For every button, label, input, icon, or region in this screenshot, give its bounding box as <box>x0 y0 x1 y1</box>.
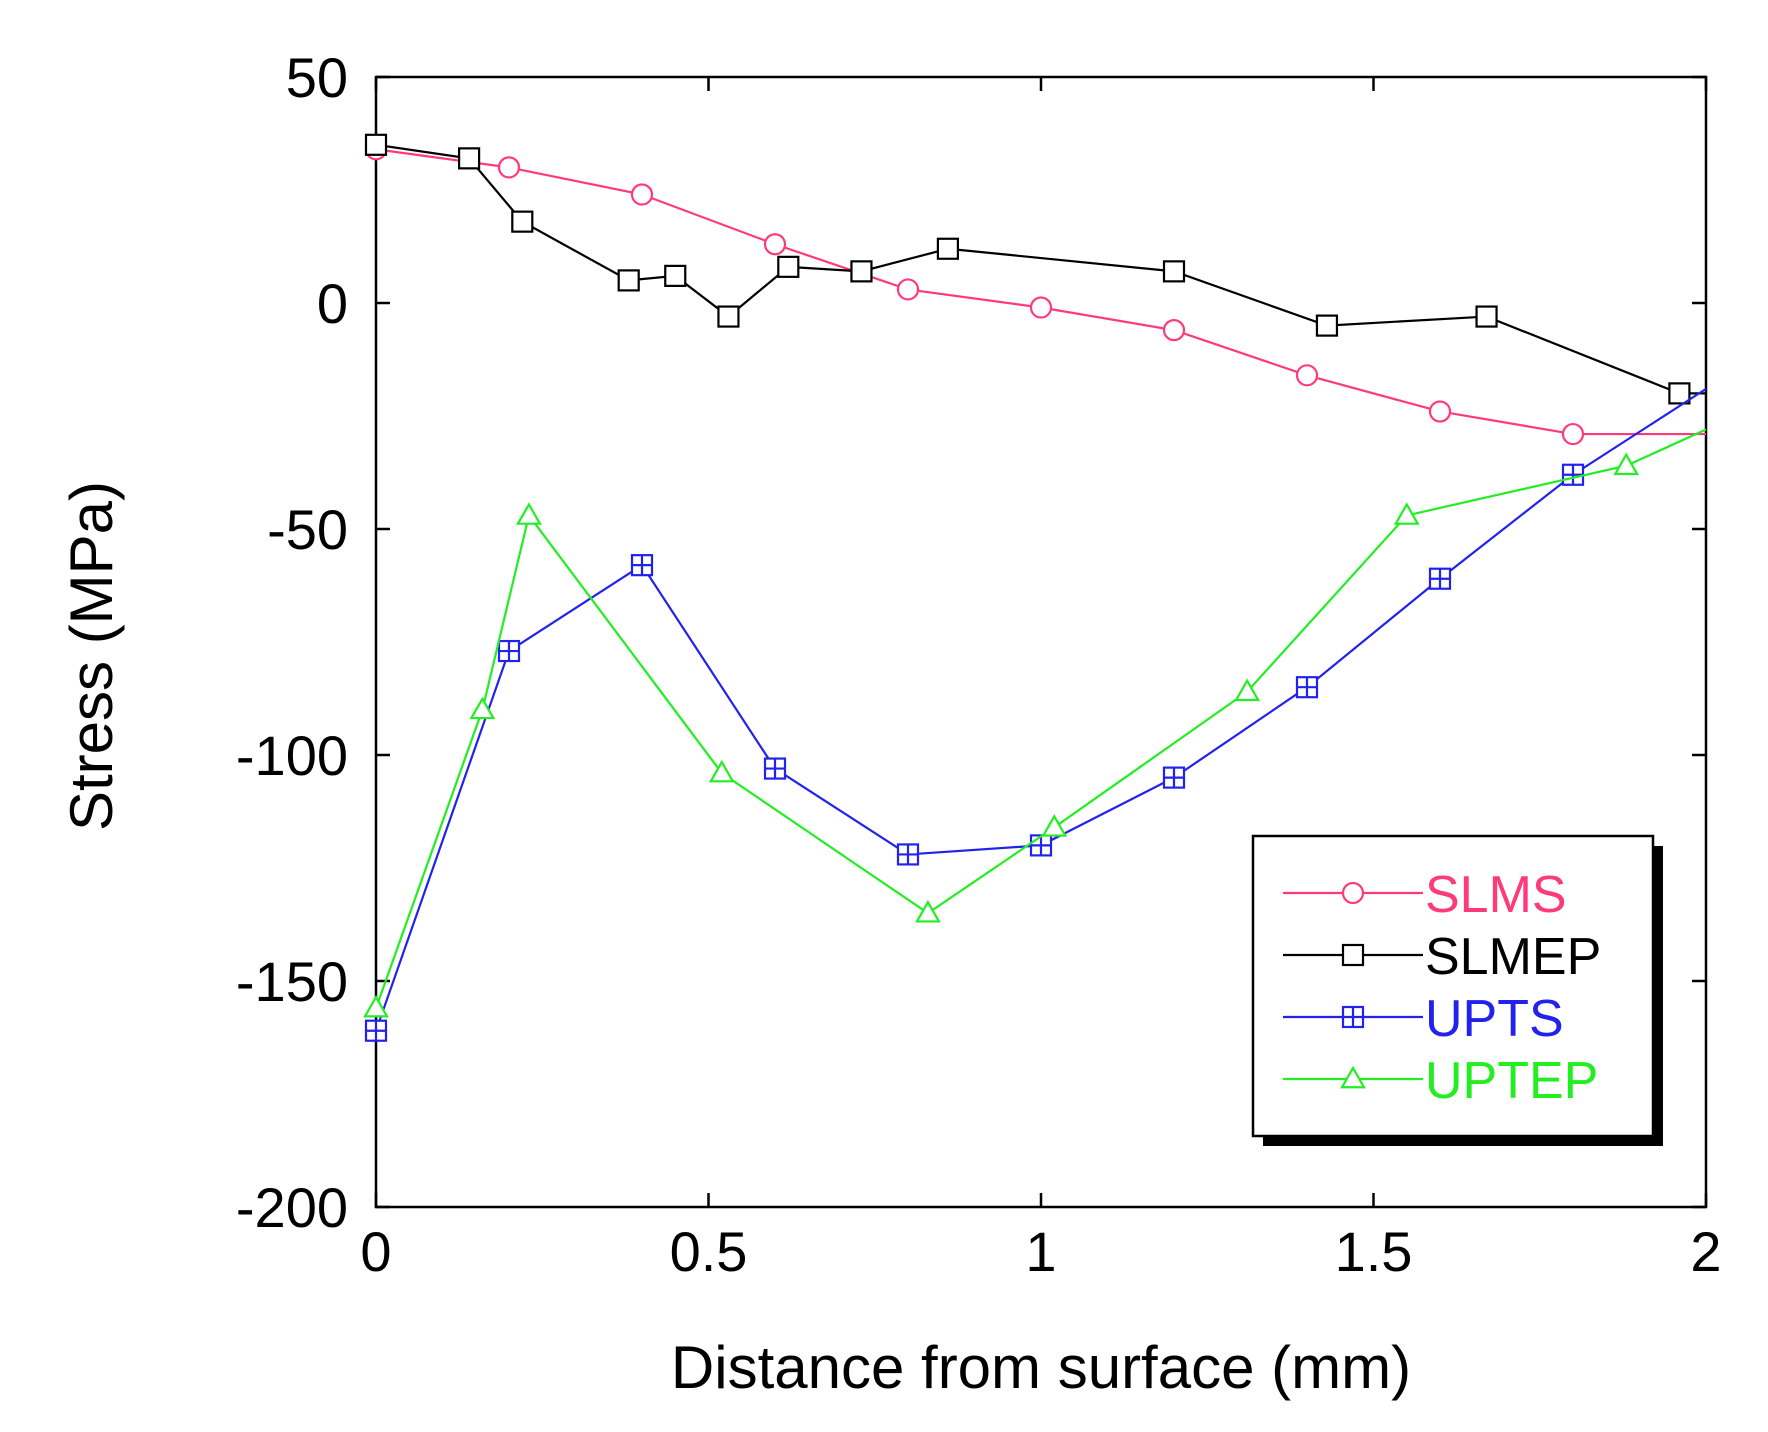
y-tick-label: -50 <box>267 498 348 561</box>
data-point-upts <box>763 757 787 780</box>
series-upts <box>364 387 1707 1042</box>
data-point-slms <box>1561 422 1585 446</box>
y-tick-label: -100 <box>236 724 348 787</box>
data-point-uptep <box>1234 678 1261 702</box>
x-tick-label: 2 <box>1690 1220 1721 1283</box>
data-point-slmep <box>511 210 534 233</box>
x-tick-label: 1 <box>1025 1220 1056 1283</box>
data-point-upts <box>364 1019 388 1042</box>
data-point-uptep <box>469 696 496 720</box>
legend-marker <box>1341 881 1365 905</box>
y-tick-label: 50 <box>286 46 348 109</box>
data-point-slms <box>1162 319 1186 342</box>
data-point-slmep <box>717 305 740 328</box>
series-line-slmep <box>375 143 1706 395</box>
data-point-slmep <box>664 264 687 287</box>
x-tick-label: 0 <box>360 1220 391 1283</box>
legend-marker <box>1340 1065 1366 1089</box>
data-point-upts <box>896 843 920 866</box>
data-point-upts <box>1561 463 1585 486</box>
data-point-slmep <box>617 269 640 292</box>
data-point-slmep <box>364 133 388 156</box>
series-slms <box>364 138 1706 446</box>
data-point-slms <box>630 183 654 206</box>
series-line-uptep <box>374 428 1707 1009</box>
data-point-slms <box>1295 364 1319 387</box>
data-point-upts <box>1295 676 1319 699</box>
legend-label: SLMS <box>1425 866 1567 924</box>
data-point-slms <box>763 233 787 256</box>
x-tick-label: 1.5 <box>1335 1220 1413 1283</box>
data-point-slmep <box>1475 305 1498 328</box>
data-point-slms <box>497 156 521 179</box>
data-point-uptep <box>363 994 389 1018</box>
data-point-slmep <box>1162 260 1186 283</box>
data-point-slmep <box>777 255 800 278</box>
data-point-slmep <box>1315 314 1339 337</box>
legend-item-upts: UPTS <box>1283 990 1564 1048</box>
data-point-uptep <box>516 502 542 525</box>
legend-box <box>1251 834 1655 1138</box>
data-point-slmep <box>458 147 481 170</box>
data-point-upts <box>1428 567 1452 590</box>
series-layer <box>363 133 1707 1042</box>
data-point-upts <box>1029 834 1053 857</box>
data-point-uptep <box>915 899 941 923</box>
data-point-slms <box>1428 400 1452 423</box>
legend-item-uptep: UPTEP <box>1283 1052 1598 1110</box>
y-axis-title: Stress (MPa) <box>58 481 125 831</box>
data-point-uptep <box>1613 452 1640 476</box>
x-axis-title: Distance from surface (mm) <box>671 1334 1411 1401</box>
data-point-uptep <box>1041 814 1068 837</box>
legend-item-slmep: SLMEP <box>1283 928 1601 986</box>
data-point-uptep <box>1393 502 1420 525</box>
x-tick-label: 0.5 <box>670 1220 748 1283</box>
series-line-slms <box>375 148 1706 436</box>
data-point-slms <box>1029 296 1053 319</box>
legend-label: UPTS <box>1425 990 1564 1048</box>
y-tick-label: -200 <box>236 1176 348 1239</box>
data-point-upts <box>630 554 654 577</box>
series-slmep <box>364 133 1706 405</box>
legend-item-slms: SLMS <box>1283 866 1567 924</box>
axes: 0 0.5 1 1.5 2 50 0 -50 -100 -150 -200 <box>236 46 1722 1283</box>
data-point-slmep <box>850 260 873 283</box>
data-point-slms <box>896 278 920 301</box>
series-uptep <box>363 428 1707 1018</box>
legend-label: SLMEP <box>1425 928 1601 986</box>
data-point-uptep <box>708 759 735 783</box>
data-point-slmep <box>1668 382 1691 405</box>
legend-marker <box>1341 1005 1365 1029</box>
legend-label: UPTEP <box>1425 1052 1598 1110</box>
legend-marker <box>1341 943 1365 967</box>
y-tick-label: -150 <box>236 950 348 1013</box>
data-point-slmep <box>936 237 960 260</box>
data-point-upts <box>1162 766 1186 789</box>
y-tick-label: 0 <box>317 272 348 335</box>
data-point-upts <box>497 639 521 663</box>
